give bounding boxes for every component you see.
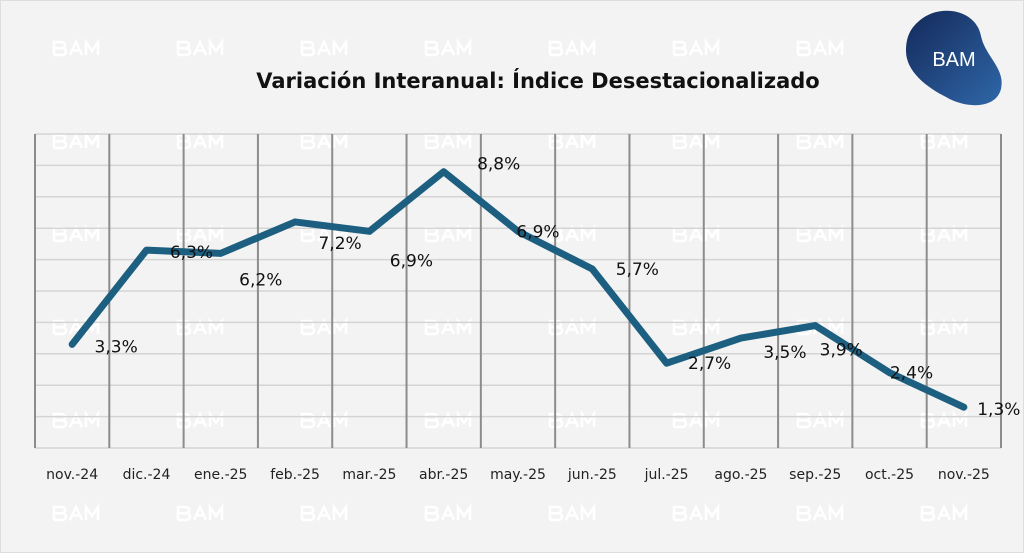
data-label: 3,9% <box>820 341 863 361</box>
chart-title: Variación Interanual: Índice Desestacion… <box>256 68 819 93</box>
watermark-mark <box>52 223 100 243</box>
data-label: 3,3% <box>95 337 138 357</box>
x-tick-label: may.-25 <box>490 467 546 483</box>
data-label: 2,7% <box>688 354 731 374</box>
watermark-mark <box>424 316 472 336</box>
data-label: 6,9% <box>390 251 433 271</box>
watermark-mark <box>796 223 844 243</box>
watermark-mark <box>52 37 100 57</box>
watermark-mark <box>300 130 348 150</box>
data-label: 2,4% <box>890 364 933 384</box>
watermark-mark <box>796 37 844 57</box>
x-tick-label: abr.-25 <box>419 467 468 483</box>
x-tick-label: ago.-25 <box>714 467 767 483</box>
x-tick-label: ene.-25 <box>194 467 247 483</box>
watermark-mark <box>548 37 596 57</box>
watermark-mark <box>424 502 472 522</box>
watermark-mark <box>176 316 224 336</box>
data-label: 6,9% <box>516 222 559 242</box>
series-line <box>68 168 968 411</box>
x-tick-label: feb.-25 <box>270 467 320 483</box>
watermark-mark <box>920 502 968 522</box>
watermark-mark <box>176 130 224 150</box>
x-tick-label: mar.-25 <box>342 467 396 483</box>
gridlines <box>34 133 1002 449</box>
data-label: 7,2% <box>318 234 361 254</box>
data-label: 1,3% <box>977 400 1020 420</box>
data-label: 5,7% <box>616 260 659 280</box>
watermark-mark <box>920 130 968 150</box>
watermark-mark <box>672 502 720 522</box>
watermark-mark <box>424 130 472 150</box>
watermark-mark <box>672 37 720 57</box>
watermark-mark <box>548 130 596 150</box>
x-tick-label: dic.-24 <box>123 467 171 483</box>
watermark-mark <box>920 223 968 243</box>
watermark-mark <box>548 316 596 336</box>
watermark-mark <box>672 130 720 150</box>
x-tick-label: sep.-25 <box>789 467 841 483</box>
data-label: 3,5% <box>763 343 806 363</box>
watermark-mark <box>672 316 720 336</box>
watermark-mark <box>796 502 844 522</box>
data-labels: 3,3% 6,3% 6,2% 7,2% 6,9% 8,8% 6,9% 5,7% 2,7% 3,5%… <box>95 155 1021 421</box>
watermark-mark <box>176 502 224 522</box>
x-tick-label: jun.-25 <box>567 467 617 483</box>
data-label: 8,8% <box>477 155 520 175</box>
watermark-mark <box>672 223 720 243</box>
x-axis-ticks: nov.-24 dic.-24 ene.-25 feb.-25 mar.-25 abr.-… <box>46 467 990 483</box>
x-tick-label: jul.-25 <box>644 467 689 483</box>
watermark-mark <box>424 223 472 243</box>
watermark-mark <box>300 502 348 522</box>
watermark-mark <box>796 130 844 150</box>
x-tick-label: nov.-25 <box>938 467 990 483</box>
watermark-mark <box>52 316 100 336</box>
watermark-mark <box>300 316 348 336</box>
watermark-mark <box>176 37 224 57</box>
data-label: 6,2% <box>239 270 282 290</box>
x-tick-label: nov.-24 <box>46 467 98 483</box>
logo-text: BAM <box>932 49 975 71</box>
watermark-mark <box>424 37 472 57</box>
x-tick-label: oct.-25 <box>865 467 914 483</box>
data-label: 6,3% <box>170 243 213 263</box>
watermark-mark <box>548 502 596 522</box>
watermark-mark <box>300 37 348 57</box>
bam-logo: BAM <box>906 10 1002 106</box>
watermark-mark <box>52 130 100 150</box>
logo-blob <box>906 10 1002 106</box>
watermark-mark <box>52 502 100 522</box>
watermark-mark <box>920 316 968 336</box>
